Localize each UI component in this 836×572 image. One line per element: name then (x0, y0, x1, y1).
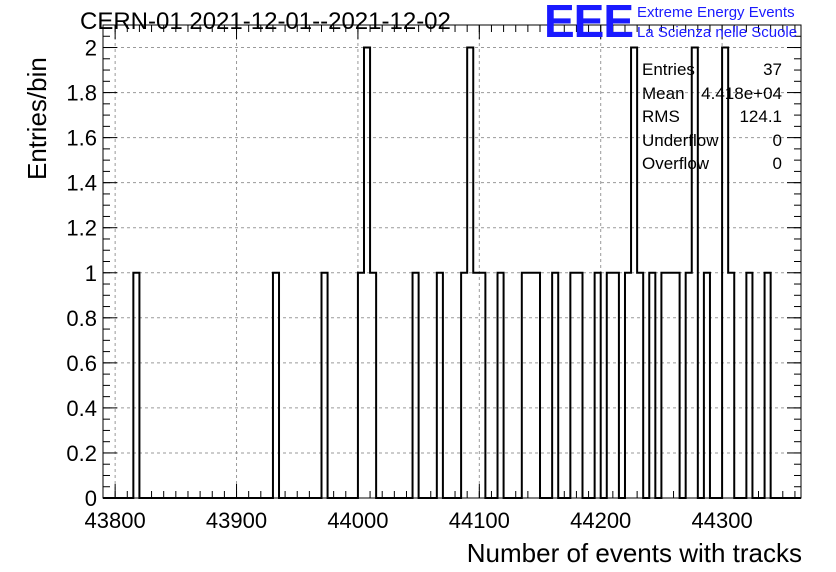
stats-value: 37 (763, 60, 782, 79)
histogram-bin (667, 273, 673, 498)
histogram-bin (613, 273, 619, 498)
stats-value: 0 (772, 130, 782, 150)
histogram-bin (534, 273, 540, 498)
histogram-outline (103, 46, 801, 499)
x-axis-label: Number of events with tracks (466, 538, 802, 568)
histogram-bin (133, 273, 139, 498)
x-tick-labels: 43800 43900 44000 44100 44200 44300 (85, 508, 753, 533)
stats-box: Entries 37 Mean 4.418e+04 RMS 124.1 Unde… (642, 60, 782, 178)
histogram-bin (473, 273, 479, 498)
y-tick-label: 0 (85, 486, 97, 511)
stats-value: 124.1 (739, 107, 782, 127)
histogram-bin (467, 48, 473, 498)
histogram-bin (765, 273, 771, 498)
eee-logo: EEE (544, 0, 634, 47)
histogram-bin (570, 273, 576, 498)
histogram-bin (437, 273, 443, 498)
histogram-bin (625, 273, 631, 498)
stats-row-overflow: Overflow 0 (642, 154, 782, 178)
x-tick-label: 44200 (570, 508, 631, 533)
histogram-series (103, 46, 801, 499)
logo-line-2: La Scienza nelle Scuole (637, 24, 798, 41)
y-tick-label: 1.6 (66, 126, 97, 151)
histogram-bin (479, 273, 485, 498)
y-tick-label: 0.6 (66, 351, 97, 376)
histogram-bin (631, 48, 637, 498)
histogram-bin (461, 273, 467, 498)
histogram-bin (498, 273, 504, 498)
y-tick-label: 0.2 (66, 441, 97, 466)
chart-title: CERN-01 2021-12-01--2021-12-02 (80, 8, 451, 35)
histogram-bin (522, 273, 528, 498)
histogram-bin (528, 273, 534, 498)
stats-row-entries: Entries 37 (642, 60, 782, 84)
y-tick-label: 0.4 (66, 396, 97, 421)
x-tick-label: 44300 (692, 508, 753, 533)
histogram-bin (704, 273, 710, 498)
stats-row-rms: RMS 124.1 (642, 107, 782, 131)
y-tick-label: 0.8 (66, 306, 97, 331)
histogram-bin (728, 273, 734, 498)
stats-key: Mean (642, 83, 685, 103)
x-tick-label: 44000 (327, 508, 388, 533)
stats-value: 4.418e+04 (701, 83, 782, 103)
histogram-bin (637, 273, 643, 498)
y-tick-label: 1 (85, 261, 97, 286)
histogram-bin (413, 273, 419, 498)
histogram-bin (322, 273, 328, 498)
axes (102, 24, 802, 499)
histogram-bin (674, 273, 680, 498)
y-tick-label: 1.4 (66, 171, 97, 196)
y-tick-label: 1.8 (66, 81, 97, 106)
x-tick-label: 44100 (449, 508, 510, 533)
stats-key: Overflow (642, 154, 710, 174)
histogram-bin (649, 273, 655, 498)
logo-line-1: Extreme Energy Events (637, 4, 795, 21)
y-tick-label: 2 (85, 36, 97, 61)
histogram-bin (576, 273, 582, 498)
y-tick-label: 1.2 (66, 216, 97, 241)
histogram-bin (370, 273, 376, 498)
y-tick-labels: 0 0.2 0.4 0.6 0.8 1 1.2 1.4 1.6 1.8 2 (66, 36, 97, 511)
stats-key: Underflow (642, 130, 719, 150)
y-axis-label: Entries/bin (22, 57, 52, 180)
histogram-bin (364, 48, 370, 498)
x-tick-label: 43800 (85, 508, 146, 533)
histogram-bin (686, 273, 692, 498)
stats-key: Entries (642, 60, 695, 79)
stats-row-mean: Mean 4.418e+04 (642, 84, 782, 108)
histogram-bin (746, 273, 752, 498)
histogram-bin (552, 273, 558, 498)
x-tick-label: 43900 (206, 508, 267, 533)
stats-key: RMS (642, 107, 680, 127)
histogram-bin (273, 273, 279, 498)
histogram-bin (661, 273, 667, 498)
histogram-bin (607, 273, 613, 498)
histogram-bin (358, 273, 364, 498)
histogram-bin (595, 273, 601, 498)
stats-value: 0 (772, 154, 782, 174)
stats-row-underflow: Underflow 0 (642, 131, 782, 155)
